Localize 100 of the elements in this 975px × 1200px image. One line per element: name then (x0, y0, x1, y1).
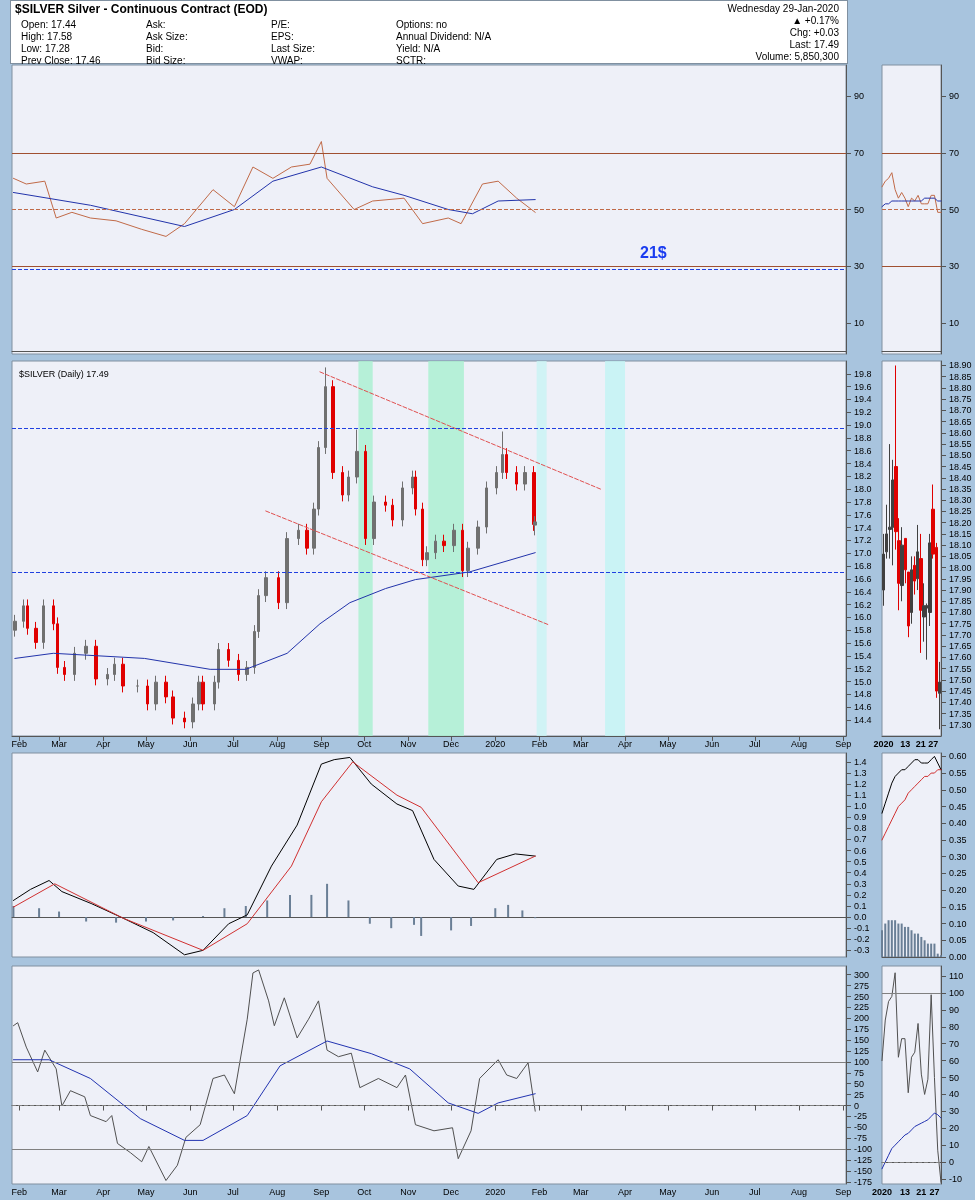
x-tick-label: Apr (618, 738, 633, 749)
y-tick-label: 0.6 (854, 845, 867, 856)
y-tick-label: 18.15 (949, 528, 972, 539)
text: Open: 17.44 (21, 19, 78, 31)
y-tick-label: 18.10 (949, 540, 972, 551)
y-tick-label: 75 (854, 1067, 865, 1078)
y-tick-label: 0.05 (949, 935, 967, 946)
y-tick-label: 18.85 (949, 371, 972, 382)
y-tick-label: 18.55 (949, 439, 972, 450)
y-tick-label: -10 (949, 1173, 963, 1184)
y-tick-label: 18.70 (949, 405, 972, 416)
y-tick-label: 19.2 (854, 407, 872, 418)
y-tick-label: 16.2 (854, 599, 872, 610)
y-tick-label: 0.0 (854, 912, 867, 923)
y-tick-label: -0.1 (854, 923, 870, 934)
y-tick-label: 15.4 (854, 650, 872, 661)
y-tick-label: 15.0 (854, 676, 872, 687)
x-tick-label: Jun (704, 1186, 720, 1197)
annotation: Bid Size: (146, 55, 187, 67)
y-tick-label: 17.8 (854, 497, 872, 508)
y-tick-label: 90 (854, 91, 865, 102)
y-tick-label: 18.60 (949, 427, 972, 438)
y-tick-label: 18.35 (949, 483, 972, 494)
y-tick-label: 200 (854, 1013, 870, 1024)
y-tick-label: 60 (949, 1055, 960, 1066)
y-tick-label: 17.95 (949, 573, 972, 584)
y-tick-label: 0.55 (949, 768, 967, 779)
y-tick-label: 14.6 (854, 702, 872, 713)
y-tick-label: 0.40 (949, 818, 967, 829)
y-tick-label: 18.75 (949, 394, 972, 405)
y-tick-label: -100 (854, 1144, 873, 1155)
annotation: VWAP: (271, 55, 304, 67)
x-tick-label: 27 (929, 1186, 940, 1197)
y-tick-label: 17.65 (949, 641, 972, 652)
y-tick-label: 0.2 (854, 889, 867, 900)
x-tick-label: Mar (51, 738, 67, 749)
annotation: SCTR: (396, 55, 427, 67)
x-tick-label: May (659, 738, 677, 749)
y-tick-label: 0.20 (949, 885, 967, 896)
x-tick-label: May (137, 738, 155, 749)
y-tick-label: 0.9 (854, 812, 867, 823)
y-tick-label: 17.6 (854, 509, 872, 520)
x-tick-label: Sep (313, 1186, 330, 1197)
annotation: 21$ (640, 243, 667, 261)
x-tick-label: Jul (227, 1186, 239, 1197)
y-tick-label: 19.0 (854, 420, 872, 431)
y-tick-label: 50 (949, 1072, 960, 1083)
y-tick-label: 70 (949, 1038, 960, 1049)
y-tick-label: 40 (949, 1089, 960, 1100)
y-tick-label: 18.65 (949, 416, 972, 427)
y-tick-label: 0 (854, 1100, 860, 1111)
y-tick-label: 10 (949, 317, 960, 328)
y-tick-label: 0.60 (949, 751, 967, 762)
x-tick-label: 2020 (485, 738, 506, 749)
text: Volume: 5,850,300 (754, 51, 839, 63)
y-tick-label: 17.75 (949, 618, 972, 629)
x-tick-label: Feb (531, 1186, 548, 1197)
y-tick-label: 0.15 (949, 901, 967, 912)
y-tick-label: 18.30 (949, 495, 972, 506)
x-tick-label: Mar (573, 1186, 589, 1197)
y-tick-label: 0.25 (949, 868, 967, 879)
y-tick-label: 0.7 (854, 834, 867, 845)
y-tick-label: 80 (949, 1021, 960, 1032)
text: Annual Dividend: N/A (396, 31, 493, 43)
x-tick-label: 21 (916, 1186, 927, 1197)
y-tick-label: 0.1 (854, 901, 867, 911)
x-tick-label: 21 (915, 738, 926, 749)
x-tick-label: Aug (790, 1186, 807, 1197)
y-tick-label: 17.50 (949, 674, 972, 685)
y-tick-label: 1.4 (854, 756, 867, 767)
y-tick-label: 19.4 (854, 394, 872, 405)
text: $SILVER Silver - Continuous Contract (EOD) (15, 2, 268, 16)
x-tick-label: Oct (357, 738, 372, 749)
y-tick-label: 1.2 (854, 779, 867, 790)
y-tick-label: 16.0 (854, 612, 872, 623)
y-tick-label: -125 (854, 1155, 873, 1166)
y-tick-label: 18.50 (949, 450, 972, 461)
y-tick-label: 10 (854, 317, 865, 328)
y-tick-label: 50 (854, 204, 865, 215)
text: High: 17.58 (21, 31, 74, 43)
y-tick-label: 15.2 (854, 663, 872, 674)
y-tick-label: 0.00 (949, 952, 967, 962)
x-tick-label: 2020 (871, 1186, 893, 1197)
x-tick-label: Jun (182, 738, 198, 749)
x-tick-label: Jul (227, 738, 239, 749)
text: Wednesday 29-Jan-2020 (727, 3, 839, 15)
text: Last: 17.49 (788, 39, 839, 51)
text: Chg: +0.03 (788, 27, 839, 39)
y-tick-label: 125 (854, 1046, 870, 1057)
y-tick-label: -50 (854, 1122, 868, 1133)
y-tick-label: -150 (854, 1165, 873, 1176)
x-tick-label: Feb (11, 1186, 27, 1197)
y-tick-label: 19.8 (854, 368, 872, 379)
text: Options: no (396, 19, 449, 31)
y-tick-label: 0.8 (854, 823, 867, 834)
y-tick-label: 50 (854, 1078, 865, 1089)
x-tick-label: Jul (749, 738, 761, 749)
y-tick-label: 18.90 (949, 360, 972, 371)
y-tick-label: -0.2 (854, 934, 870, 945)
x-tick-label: Sep (835, 738, 852, 749)
